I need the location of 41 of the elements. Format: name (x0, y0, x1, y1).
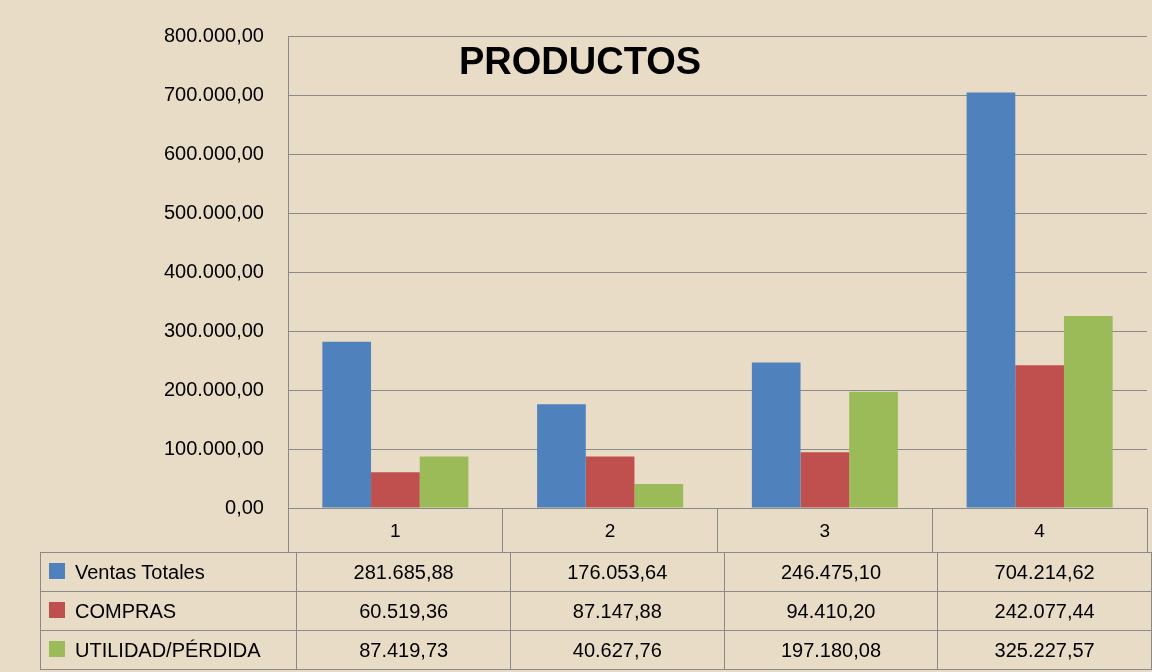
y-tick-label: 300.000,00 (163, 318, 264, 341)
data-label: 176.053,64 (510, 552, 725, 592)
legend-label: COMPRAS (75, 599, 177, 622)
legend-label: Ventas Totales (75, 560, 205, 583)
data-label: 87.147,88 (510, 591, 725, 631)
legend-label: UTILIDAD/PÉRDIDA (75, 638, 261, 661)
y-tick-label: 700.000,00 (163, 82, 264, 105)
y-tick-label: 400.000,00 (163, 259, 264, 282)
data-label: 704.214,62 (937, 552, 1152, 592)
x-tick-label: 2 (604, 519, 616, 541)
x-tick-label: 1 (390, 519, 401, 541)
data-label: 60.519,36 (296, 591, 511, 631)
bar (634, 484, 684, 508)
bar (1063, 316, 1113, 508)
bar (751, 362, 801, 508)
y-tick-label: 0,00 (225, 495, 264, 518)
data-label: 246.475,10 (724, 552, 938, 592)
bar (419, 456, 469, 508)
bar (371, 472, 420, 508)
data-label: 325.227,57 (937, 630, 1152, 670)
bar (537, 404, 586, 508)
bar (322, 341, 372, 508)
bar (1015, 365, 1064, 508)
y-tick-label: 800.000,00 (163, 23, 264, 46)
y-tick-label: 100.000,00 (163, 436, 264, 459)
data-label: 94.410,20 (724, 591, 938, 631)
y-tick-label: 500.000,00 (163, 200, 264, 223)
y-tick-label: 600.000,00 (163, 141, 264, 164)
y-tick-label: 200.000,00 (163, 377, 264, 400)
data-label: 281.685,88 (296, 552, 511, 592)
bar (800, 452, 850, 508)
x-tick-label: 3 (819, 519, 831, 541)
bar (966, 92, 1016, 508)
x-tick-label: 4 (1034, 519, 1046, 541)
data-label: 242.077,44 (937, 591, 1152, 631)
chart-title: PRODUCTOS (459, 40, 702, 83)
bar (849, 391, 898, 508)
data-label: 197.180,08 (724, 630, 938, 670)
bar (585, 456, 635, 508)
data-label: 40.627,76 (510, 630, 725, 670)
data-label: 87.419,73 (296, 630, 511, 670)
